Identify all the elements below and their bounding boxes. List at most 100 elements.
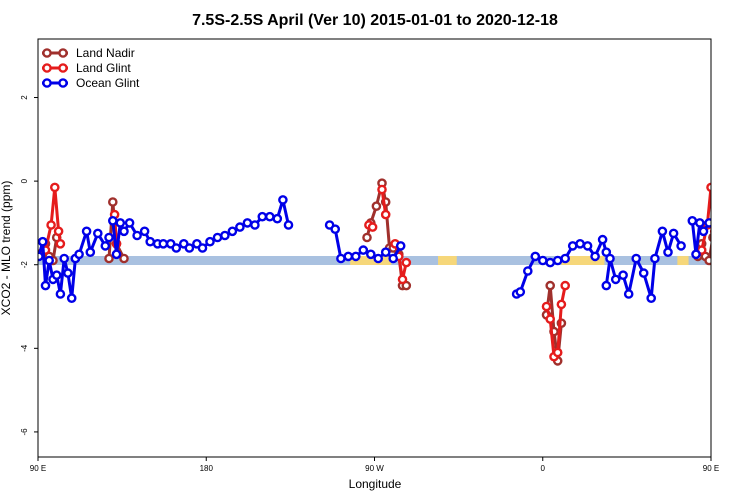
legend-label: Land Nadir bbox=[76, 46, 135, 60]
ocean-glint-point bbox=[242, 218, 253, 228]
y-tick-label: 2 bbox=[20, 95, 29, 100]
ocean-glint-point bbox=[51, 270, 62, 281]
ocean-glint-point bbox=[158, 238, 169, 249]
ocean-glint-point bbox=[530, 251, 541, 262]
ocean-glint-point bbox=[63, 268, 73, 278]
ocean-glint-point bbox=[567, 241, 578, 251]
y-axis-label: XCO2 - MLO trend (ppm) bbox=[0, 181, 13, 316]
ocean-glint-point bbox=[695, 218, 705, 228]
y-tick-label: -6 bbox=[20, 428, 29, 436]
legend-item-land-glint: Land Glint bbox=[42, 61, 131, 75]
land-nadir-point bbox=[104, 253, 114, 264]
land-glint-point bbox=[552, 347, 563, 358]
ocean-glint-point bbox=[100, 241, 111, 251]
land-nadir-point bbox=[108, 197, 118, 207]
ocean-glint-point bbox=[272, 213, 283, 224]
ocean-glint-point bbox=[523, 266, 533, 276]
ocean-glint-point bbox=[618, 270, 628, 281]
ocean-glint-point bbox=[395, 241, 406, 251]
ocean-glint-point bbox=[601, 280, 612, 291]
land-nadir-point bbox=[708, 233, 711, 242]
land-nadir-point bbox=[119, 253, 129, 264]
ocean-glint-point bbox=[119, 226, 129, 237]
ocean-glint-point bbox=[104, 232, 114, 243]
legend-marker bbox=[42, 48, 52, 58]
legend-marker bbox=[42, 63, 52, 73]
ocean-glint-point bbox=[365, 249, 376, 260]
ocean-glint-point bbox=[590, 251, 600, 262]
ocean-glint-point bbox=[81, 226, 92, 237]
ocean-glint-point bbox=[85, 247, 96, 257]
ocean-glint-point bbox=[538, 255, 548, 266]
ocean-glint-point bbox=[212, 232, 223, 243]
ocean-glint-point bbox=[560, 253, 571, 264]
ocean-glint-point bbox=[205, 236, 215, 247]
land-glint-point bbox=[401, 257, 412, 268]
land-glint-point bbox=[380, 209, 391, 220]
ocean-glint-point bbox=[668, 228, 679, 239]
x-tick-label: 0 bbox=[541, 464, 546, 473]
axes: 90 E 180 90 W 0 90 E 2 0 -2 -4 -6 bbox=[20, 95, 719, 473]
ocean-glint-point bbox=[663, 247, 673, 257]
plot-background bbox=[38, 39, 711, 457]
ocean-glint-point bbox=[108, 215, 118, 226]
land-glint-point bbox=[397, 274, 408, 285]
land-glint-point bbox=[709, 228, 711, 235]
ocean-glint-point bbox=[145, 236, 155, 247]
ocean-glint-point bbox=[631, 253, 642, 264]
ocean-glint-point bbox=[111, 249, 122, 260]
ocean-glint-point bbox=[350, 251, 361, 262]
ocean-glint-point bbox=[575, 238, 585, 249]
land-glint-point bbox=[55, 238, 66, 249]
land-nadir-point bbox=[362, 232, 372, 243]
x-tick-label: 90 E bbox=[30, 464, 46, 473]
ocean-glint-point bbox=[132, 230, 142, 241]
ocean-glint-point bbox=[264, 211, 275, 222]
legend-item-ocean-glint: Ocean Glint bbox=[42, 76, 140, 90]
ocean-glint-point bbox=[38, 236, 48, 247]
ocean-glint-point bbox=[197, 243, 208, 253]
ocean-glint-point bbox=[552, 255, 563, 266]
ocean-glint-point bbox=[358, 245, 369, 255]
ocean-glint-point bbox=[115, 218, 126, 228]
ocean-glint-point bbox=[605, 253, 615, 264]
ocean-glint-point bbox=[657, 226, 668, 237]
x-tick-label: 90 W bbox=[365, 464, 384, 473]
y-tick-label: -2 bbox=[20, 261, 29, 269]
ocean-glint-point bbox=[278, 195, 288, 205]
ocean-glint-point bbox=[623, 289, 634, 299]
ocean-glint-point bbox=[676, 241, 686, 251]
ocean-glint-point bbox=[704, 218, 711, 228]
ocean-glint-point bbox=[638, 268, 649, 278]
ocean-glint-point bbox=[59, 253, 69, 264]
ocean-glint-point bbox=[691, 249, 701, 260]
land-glint-point bbox=[545, 314, 556, 324]
land-glint-point bbox=[541, 301, 552, 312]
land-glint-point bbox=[46, 220, 56, 230]
ocean-glint-point bbox=[336, 253, 346, 264]
series-ocean-glint bbox=[38, 195, 711, 304]
ocean-glint-point bbox=[139, 226, 150, 237]
legend-marker bbox=[58, 63, 68, 73]
ocean-glint-point bbox=[646, 293, 657, 304]
ocean-glint-point bbox=[55, 289, 66, 299]
ocean-glint-point bbox=[582, 241, 593, 251]
ocean-glint-point bbox=[93, 228, 103, 239]
ocean-glint-point bbox=[388, 253, 399, 264]
legend-label: Ocean Glint bbox=[76, 76, 140, 90]
ocean-glint-point bbox=[698, 226, 709, 237]
x-tick-label: 180 bbox=[200, 464, 214, 473]
ocean-glint-point bbox=[66, 293, 77, 304]
land-glint-point bbox=[556, 299, 567, 310]
ocean-glint-point bbox=[235, 222, 245, 232]
land-nadir-point bbox=[704, 255, 711, 266]
land-glint-point bbox=[706, 182, 711, 193]
ocean-glint-point bbox=[171, 243, 182, 253]
land-glint-point bbox=[560, 280, 571, 291]
chart-title: 7.5S-2.5S April (Ver 10) 2015-01-01 to 2… bbox=[192, 12, 558, 29]
land-glint-point bbox=[367, 222, 378, 232]
ocean-glint-point bbox=[545, 257, 556, 268]
ocean-glint-point bbox=[597, 234, 608, 245]
y-tick-label: 0 bbox=[20, 178, 29, 183]
